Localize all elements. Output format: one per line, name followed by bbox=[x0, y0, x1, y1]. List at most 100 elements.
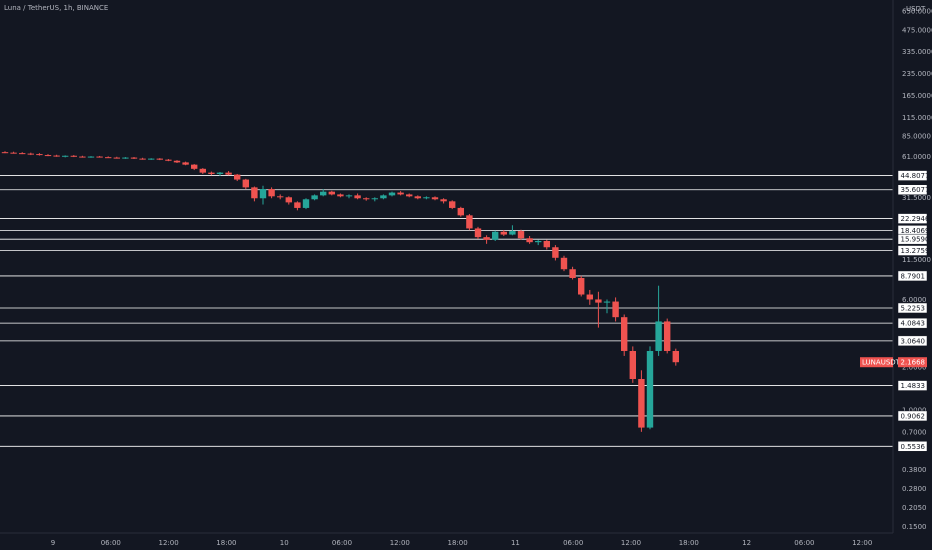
candle-body bbox=[655, 321, 662, 351]
candle-body bbox=[612, 301, 619, 318]
candle-body bbox=[199, 168, 206, 173]
candle-body bbox=[242, 179, 249, 188]
price-tick-label: 85.0000 bbox=[902, 133, 931, 141]
candle-body bbox=[621, 317, 628, 351]
level-value-label: 44.8077 bbox=[901, 172, 930, 180]
price-tick-label: 0.2050 bbox=[902, 504, 927, 512]
candle-body bbox=[294, 202, 301, 208]
candle-body bbox=[603, 301, 611, 303]
price-tick-label: 335.0000 bbox=[902, 48, 932, 56]
price-tick-label: 0.2800 bbox=[902, 485, 927, 493]
price-tick-label: 475.0000 bbox=[902, 27, 932, 35]
price-tick-label: 0.7000 bbox=[902, 428, 927, 436]
candle-body bbox=[36, 154, 43, 156]
candle-body bbox=[148, 158, 155, 160]
candle-body bbox=[44, 155, 52, 157]
candle-body bbox=[569, 269, 576, 278]
candle-body bbox=[466, 215, 473, 229]
candles[interactable] bbox=[1, 151, 679, 432]
price-tick-label: 650.0000 bbox=[902, 7, 932, 15]
candle-body bbox=[277, 196, 284, 198]
candle-body bbox=[79, 156, 86, 158]
candle-body bbox=[225, 172, 232, 175]
candle-body bbox=[440, 199, 447, 202]
candle-body bbox=[646, 350, 654, 428]
time-tick-label: 12 bbox=[742, 539, 751, 547]
level-value-label: 35.6077 bbox=[901, 186, 930, 194]
horizontal-levels bbox=[0, 175, 893, 447]
candle-body bbox=[27, 153, 34, 155]
candle-body bbox=[483, 237, 490, 240]
price-tick-label: 31.5000 bbox=[902, 194, 931, 202]
candle-body bbox=[251, 187, 258, 199]
level-value-box bbox=[897, 245, 928, 256]
candle-body bbox=[474, 228, 482, 238]
level-value-label: 4.0843 bbox=[901, 320, 926, 328]
time-tick-label: 06:00 bbox=[563, 539, 583, 547]
level-value-box bbox=[897, 317, 928, 329]
level-value-box bbox=[897, 233, 928, 245]
level-value-label: 13.2759 bbox=[901, 247, 930, 255]
time-axis[interactable]: 9 06:00 12:00 18:00 10 06:00 12:00 18:00 11 06:00… bbox=[0, 532, 893, 547]
level-value-label: 1.4833 bbox=[901, 382, 926, 390]
time-tick-label: 18:00 bbox=[448, 539, 468, 547]
candle-body bbox=[156, 158, 163, 160]
time-tick-label: 06:00 bbox=[101, 539, 121, 547]
price-tick-label: 2.0000 bbox=[902, 364, 927, 372]
candle-body bbox=[414, 196, 421, 199]
candle-body bbox=[208, 172, 215, 174]
level-value-box bbox=[897, 335, 928, 347]
candle-body bbox=[672, 350, 679, 363]
candle-body bbox=[406, 194, 413, 197]
level-value-label: 18.4069 bbox=[901, 227, 930, 235]
candle-body bbox=[578, 277, 585, 295]
level-value-box bbox=[897, 270, 928, 282]
candle-body bbox=[191, 164, 198, 169]
candle-body bbox=[53, 155, 60, 157]
candle-body bbox=[535, 240, 542, 243]
candle-body bbox=[552, 247, 559, 258]
candle-body bbox=[371, 198, 378, 200]
candle-body bbox=[560, 257, 568, 270]
candle-body bbox=[638, 379, 645, 428]
level-value-label: 0.9062 bbox=[901, 412, 926, 420]
candle-body bbox=[259, 189, 267, 199]
time-tick-label: 06:00 bbox=[332, 539, 352, 547]
candle-body bbox=[113, 157, 120, 159]
price-tick-label: 1.0000 bbox=[902, 406, 927, 414]
candle-body bbox=[388, 192, 396, 196]
candle-body bbox=[105, 157, 112, 159]
candle-body bbox=[165, 159, 172, 161]
candle-body bbox=[345, 195, 353, 197]
candle-body bbox=[122, 157, 129, 159]
candle-body bbox=[380, 195, 387, 199]
candle-body bbox=[19, 153, 26, 155]
candle-body bbox=[586, 294, 593, 300]
price-tick-label: 0.1500 bbox=[902, 523, 927, 531]
level-value-label: 8.7901 bbox=[901, 272, 926, 280]
symbol-tag bbox=[860, 357, 893, 368]
level-value-box bbox=[897, 184, 928, 195]
price-axis[interactable]: 650.0000 475.0000 335.0000 235.0000 165.0000… bbox=[892, 0, 932, 533]
candle-body bbox=[285, 197, 292, 203]
time-tick-label: 12:00 bbox=[390, 539, 410, 547]
candle-body bbox=[664, 321, 671, 351]
candle-body bbox=[173, 160, 181, 163]
candle-body bbox=[500, 231, 507, 235]
candle-body bbox=[234, 174, 241, 180]
candle-body bbox=[492, 231, 499, 240]
time-tick-label: 9 bbox=[51, 539, 55, 547]
time-tick-label: 11 bbox=[511, 539, 520, 547]
candle-body bbox=[130, 157, 138, 159]
time-tick-label: 12:00 bbox=[852, 539, 872, 547]
candle-body bbox=[139, 158, 146, 160]
candle-body bbox=[311, 195, 318, 200]
candle-body bbox=[509, 231, 516, 235]
candle-body bbox=[423, 197, 430, 199]
candle-body bbox=[595, 299, 602, 303]
symbol-tag-label: LUNAUSDT bbox=[862, 359, 901, 367]
candle-body bbox=[320, 191, 327, 196]
level-value-box bbox=[897, 410, 928, 422]
